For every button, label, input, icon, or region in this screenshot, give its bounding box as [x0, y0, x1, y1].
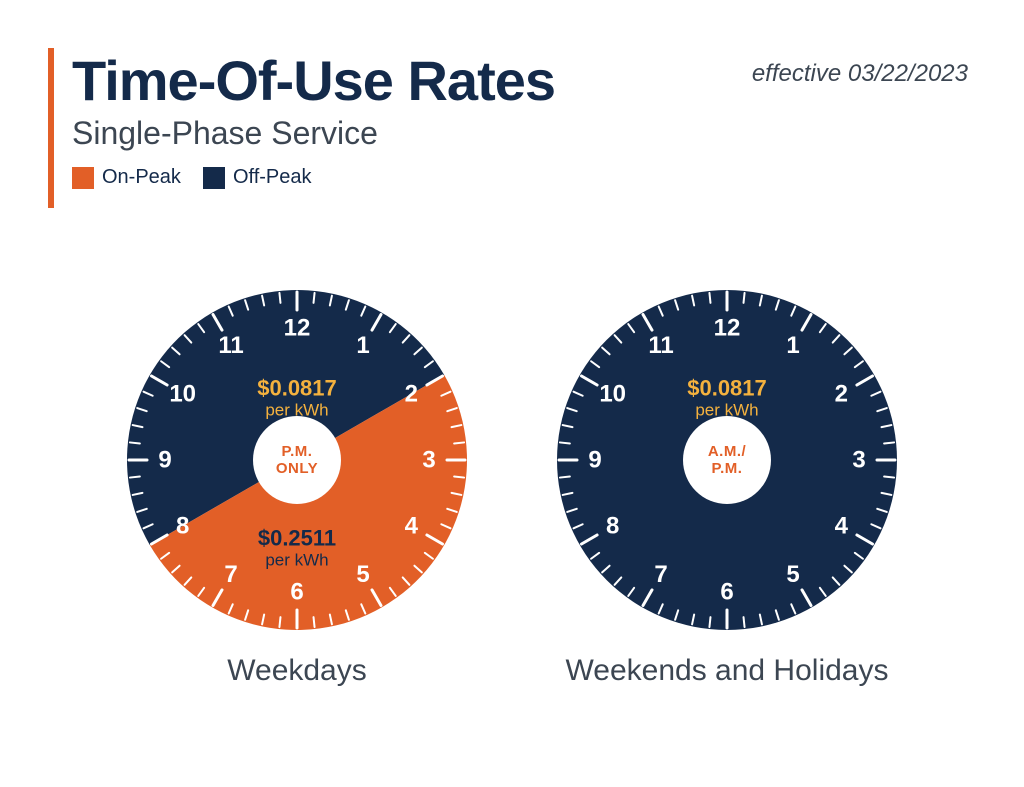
- legend-on-peak-label: On-Peak: [102, 166, 181, 189]
- weekday-clock-label: Weekdays: [227, 654, 367, 688]
- svg-text:8: 8: [176, 513, 189, 540]
- svg-text:A.M./: A.M./: [708, 443, 747, 460]
- svg-text:7: 7: [654, 561, 667, 588]
- weekday-clock: 123456789101112$0.0817per kWh$0.2511per …: [127, 290, 467, 630]
- weekend-clock-label: Weekends and Holidays: [566, 654, 889, 688]
- svg-text:9: 9: [588, 447, 601, 474]
- svg-text:1: 1: [786, 332, 799, 359]
- weekend-clock-group: 123456789101112$0.0817per kWhA.M./P.M. W…: [557, 290, 897, 688]
- svg-text:$0.0817: $0.0817: [257, 376, 337, 401]
- svg-text:per kWh: per kWh: [265, 551, 328, 570]
- svg-text:P.M.: P.M.: [282, 443, 313, 460]
- svg-text:1: 1: [356, 332, 369, 359]
- weekday-clock-group: 123456789101112$0.0817per kWh$0.2511per …: [127, 290, 467, 688]
- svg-text:12: 12: [714, 315, 741, 342]
- svg-text:7: 7: [224, 561, 237, 588]
- svg-text:$0.2511: $0.2511: [258, 526, 336, 551]
- header: Time-Of-Use Rates Single-Phase Service O…: [48, 48, 555, 208]
- svg-text:ONLY: ONLY: [276, 460, 318, 477]
- svg-text:11: 11: [648, 332, 673, 359]
- legend-on-peak-swatch: [72, 167, 94, 189]
- svg-text:$0.0817: $0.0817: [687, 376, 767, 401]
- svg-text:12: 12: [284, 315, 311, 342]
- svg-text:10: 10: [169, 381, 196, 408]
- svg-text:2: 2: [835, 381, 848, 408]
- svg-text:4: 4: [405, 513, 419, 540]
- accent-bar: [48, 48, 54, 208]
- weekend-clock: 123456789101112$0.0817per kWhA.M./P.M.: [557, 290, 897, 630]
- effective-date: effective 03/22/2023: [752, 60, 968, 88]
- page-title: Time-Of-Use Rates: [72, 48, 555, 113]
- legend: On-Peak Off-Peak: [72, 166, 555, 189]
- svg-text:2: 2: [405, 381, 418, 408]
- legend-off-peak-swatch: [203, 167, 225, 189]
- page-subtitle: Single-Phase Service: [72, 115, 555, 152]
- legend-off-peak: Off-Peak: [203, 166, 312, 189]
- svg-text:8: 8: [606, 513, 619, 540]
- svg-text:P.M.: P.M.: [712, 460, 743, 477]
- svg-text:3: 3: [422, 447, 435, 474]
- svg-text:6: 6: [290, 579, 303, 606]
- svg-text:11: 11: [218, 332, 243, 359]
- clocks-row: 123456789101112$0.0817per kWh$0.2511per …: [0, 290, 1024, 688]
- svg-text:6: 6: [720, 579, 733, 606]
- legend-off-peak-label: Off-Peak: [233, 166, 312, 189]
- svg-text:9: 9: [158, 447, 171, 474]
- svg-text:4: 4: [835, 513, 849, 540]
- svg-text:5: 5: [356, 561, 369, 588]
- title-block: Time-Of-Use Rates Single-Phase Service O…: [72, 48, 555, 189]
- legend-on-peak: On-Peak: [72, 166, 181, 189]
- svg-text:3: 3: [852, 447, 865, 474]
- svg-text:10: 10: [599, 381, 626, 408]
- svg-text:5: 5: [786, 561, 799, 588]
